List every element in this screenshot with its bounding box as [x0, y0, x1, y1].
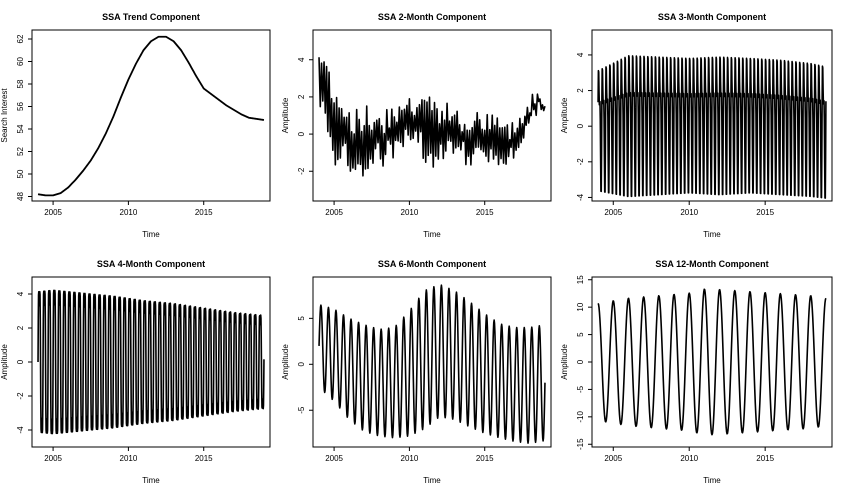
y-tick-label: -5 — [297, 406, 306, 414]
chart-title: SSA 3-Month Component — [658, 12, 766, 22]
x-axis-label: Time — [142, 230, 160, 239]
y-axis-label: Amplitude — [281, 344, 290, 380]
x-tick-label: 2005 — [325, 208, 343, 217]
y-axis-label: Amplitude — [281, 97, 290, 133]
y-tick-label: 10 — [576, 302, 585, 311]
y-tick-label: 48 — [16, 192, 25, 201]
y-tick-label: 58 — [16, 79, 25, 88]
x-tick-label: 2005 — [44, 208, 62, 217]
y-tick-label: 4 — [576, 52, 585, 57]
y-tick-label: 2 — [297, 94, 306, 99]
x-tick-label: 2005 — [604, 454, 622, 463]
y-tick-label: 60 — [16, 57, 25, 66]
y-axis-label: Amplitude — [560, 344, 569, 380]
series-line — [318, 284, 546, 444]
series-line — [597, 54, 827, 199]
y-tick-label: 56 — [16, 102, 25, 111]
y-tick-label: -4 — [576, 193, 585, 201]
panel-3: SSA 3-Month Component 2005 2010 2015 Time -4 -… — [560, 12, 833, 239]
x-tick-label: 2015 — [476, 208, 494, 217]
y-tick-label: 52 — [16, 147, 25, 156]
x-tick-label: 2015 — [756, 208, 774, 217]
series-line — [37, 289, 265, 435]
x-tick-label: 2005 — [604, 208, 622, 217]
x-tick-label: 2010 — [680, 454, 698, 463]
series-line — [318, 57, 546, 177]
plot-frame — [31, 29, 271, 202]
y-tick-label: 2 — [16, 325, 25, 330]
plot-frame — [312, 29, 552, 202]
panel-4: SSA 4-Month Component 2005 2010 2015 Time -4 -… — [0, 259, 271, 485]
series-line — [37, 35, 265, 197]
y-tick-label: 4 — [16, 291, 25, 296]
y-tick-label: -10 — [576, 411, 585, 423]
y-tick-label: 54 — [16, 124, 25, 133]
x-tick-label: 2010 — [401, 454, 419, 463]
y-tick-label: -15 — [576, 438, 585, 450]
plot-frame — [591, 29, 833, 202]
plot-frame — [312, 276, 552, 448]
y-tick-label: 5 — [297, 316, 306, 321]
x-axis-label: Time — [703, 230, 721, 239]
y-tick-label: 0 — [297, 131, 306, 136]
y-tick-label: 0 — [576, 359, 585, 364]
y-tick-label: 4 — [297, 57, 306, 62]
y-tick-label: -5 — [576, 385, 585, 393]
x-tick-label: 2015 — [195, 454, 213, 463]
x-tick-label: 2015 — [195, 208, 213, 217]
panel-6: SSA 12-Month Component 2005 2010 2015 Time -1… — [560, 259, 833, 485]
y-tick-label: 0 — [576, 123, 585, 128]
y-axis-label: Amplitude — [0, 344, 9, 380]
y-tick-label: 15 — [576, 275, 585, 284]
chart-title: SSA 12-Month Component — [655, 259, 768, 269]
x-tick-label: 2015 — [476, 454, 494, 463]
x-tick-label: 2010 — [401, 208, 419, 217]
x-tick-label: 2010 — [120, 208, 138, 217]
x-axis-label: Time — [423, 476, 441, 485]
y-tick-label: 0 — [16, 359, 25, 364]
x-axis-label: Time — [703, 476, 721, 485]
chart-title: SSA Trend Component — [102, 12, 200, 22]
x-tick-label: 2005 — [325, 454, 343, 463]
chart-title: SSA 2-Month Component — [378, 12, 486, 22]
y-tick-label: -2 — [576, 158, 585, 166]
y-axis-label: Search Interest — [0, 88, 9, 143]
y-tick-label: -4 — [16, 426, 25, 434]
series-line — [597, 288, 827, 436]
x-axis-label: Time — [142, 476, 160, 485]
y-axis-label: Amplitude — [560, 97, 569, 133]
x-axis-label: Time — [423, 230, 441, 239]
chart-title: SSA 6-Month Component — [378, 259, 486, 269]
y-tick-label: -2 — [16, 392, 25, 400]
x-tick-label: 2005 — [44, 454, 62, 463]
panel-1: SSA Trend Component 2005 2010 2015 Time 48 50 5… — [0, 12, 271, 239]
y-tick-label: 62 — [16, 34, 25, 43]
x-tick-label: 2010 — [680, 208, 698, 217]
y-tick-label: 5 — [576, 332, 585, 337]
y-tick-label: 2 — [576, 88, 585, 93]
x-tick-label: 2015 — [756, 454, 774, 463]
panel-2: SSA 2-Month Component 2005 2010 2015 Time -2 0… — [281, 12, 552, 239]
x-tick-label: 2010 — [120, 454, 138, 463]
y-tick-label: 0 — [297, 362, 306, 367]
y-tick-label: 50 — [16, 169, 25, 178]
chart-title: SSA 4-Month Component — [97, 259, 205, 269]
panel-5: SSA 6-Month Component 2005 2010 2015 Time -5 0… — [281, 259, 552, 485]
y-tick-label: -2 — [297, 167, 306, 175]
